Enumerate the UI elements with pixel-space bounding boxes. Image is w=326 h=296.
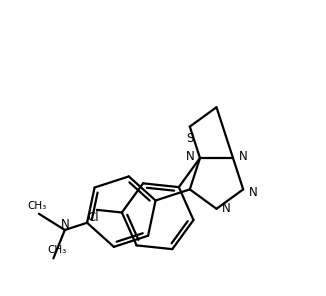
Text: Cl: Cl [87, 211, 99, 224]
Text: N: N [185, 149, 194, 163]
Text: CH₃: CH₃ [27, 201, 47, 211]
Text: CH₃: CH₃ [48, 245, 67, 255]
Text: N: N [222, 202, 231, 215]
Text: N: N [249, 186, 258, 199]
Text: N: N [60, 218, 69, 231]
Text: N: N [239, 149, 247, 163]
Text: S: S [186, 132, 194, 145]
